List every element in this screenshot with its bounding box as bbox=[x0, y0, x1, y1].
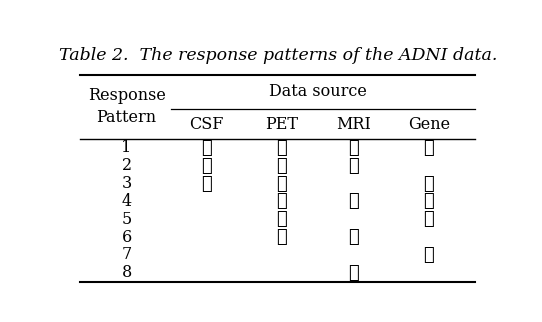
Text: 6: 6 bbox=[121, 229, 132, 246]
Text: ✓: ✓ bbox=[424, 210, 434, 228]
Text: ✓: ✓ bbox=[348, 228, 359, 246]
Text: ✓: ✓ bbox=[348, 157, 359, 175]
Text: Data source: Data source bbox=[269, 83, 366, 100]
Text: ✓: ✓ bbox=[201, 157, 212, 175]
Text: ✓: ✓ bbox=[201, 175, 212, 193]
Text: ✓: ✓ bbox=[276, 175, 287, 193]
Text: 7: 7 bbox=[121, 246, 132, 263]
Text: 5: 5 bbox=[121, 211, 132, 228]
Text: ✓: ✓ bbox=[276, 139, 287, 157]
Text: 1: 1 bbox=[121, 139, 132, 156]
Text: Response
Pattern: Response Pattern bbox=[88, 87, 165, 127]
Text: 4: 4 bbox=[121, 193, 132, 210]
Text: ✓: ✓ bbox=[276, 210, 287, 228]
Text: ✓: ✓ bbox=[201, 139, 212, 157]
Text: 2: 2 bbox=[121, 157, 132, 174]
Text: ✓: ✓ bbox=[276, 228, 287, 246]
Text: ✓: ✓ bbox=[276, 157, 287, 175]
Text: ✓: ✓ bbox=[348, 139, 359, 157]
Text: ✓: ✓ bbox=[424, 175, 434, 193]
Text: ✓: ✓ bbox=[348, 264, 359, 282]
Text: ✓: ✓ bbox=[348, 193, 359, 211]
Text: ✓: ✓ bbox=[424, 193, 434, 211]
Text: PET: PET bbox=[266, 116, 299, 133]
Text: ✓: ✓ bbox=[424, 139, 434, 157]
Text: 8: 8 bbox=[121, 264, 132, 281]
Text: ✓: ✓ bbox=[424, 246, 434, 264]
Text: MRI: MRI bbox=[336, 116, 371, 133]
Text: CSF: CSF bbox=[189, 116, 223, 133]
Text: ✓: ✓ bbox=[276, 193, 287, 211]
Text: 3: 3 bbox=[121, 175, 132, 192]
Text: Table 2.  The response patterns of the ADNI data.: Table 2. The response patterns of the AD… bbox=[59, 48, 497, 64]
Text: Gene: Gene bbox=[408, 116, 450, 133]
